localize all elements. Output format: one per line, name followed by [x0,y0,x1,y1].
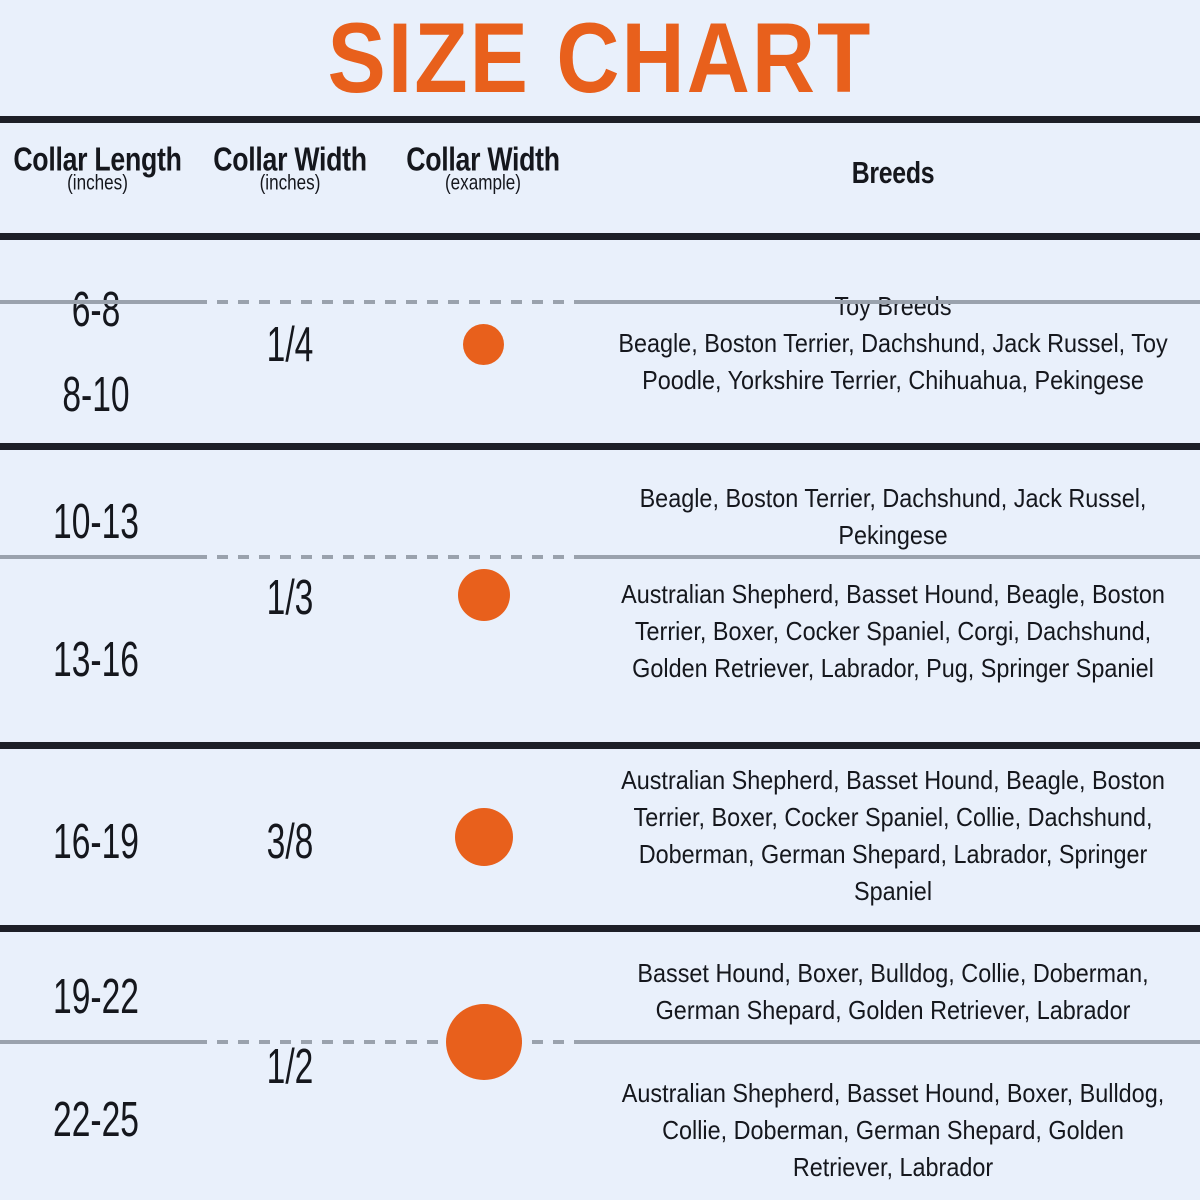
divider-thin-left [0,300,196,304]
header-collar-length: Collar Length (inches) [0,141,195,196]
header-breeds-main: Breeds [851,155,935,191]
cell-collar-length: 10-13 [53,495,139,549]
header-collar-width-inches-main: Collar Width [213,141,367,179]
chart-title-bar: SIZE CHART [0,0,1200,116]
collar-width-dot-quarter [463,324,504,365]
header-collar-length-sub: (inches) [67,172,128,196]
cell-breeds: Beagle, Boston Terrier, Dachshund, Jack … [618,328,1168,395]
divider-thick-top [0,116,1200,123]
header-collar-length-main: Collar Length [13,141,182,179]
divider-thin-right [582,1040,1200,1044]
cell-collar-length: 22-25 [53,1093,139,1147]
divider-thick-header [0,233,1200,240]
cell-collar-width: 1/3 [266,571,314,625]
cell-breeds: Basset Hound, Boxer, Bulldog, Collie, Do… [637,958,1149,1025]
cell-collar-length: 6-8 [71,283,121,337]
header-collar-width-inches-sub: (inches) [259,172,321,196]
row-group-third: 10-13 Beagle, Boston Terrier, Dachshund,… [0,450,1200,740]
collar-width-dot-third [458,569,510,621]
divider-thin-right [582,300,1200,304]
cell-collar-length: 16-19 [53,815,139,869]
divider-thin-dashed [196,1040,582,1044]
collar-width-dot-three-eighths [455,808,513,866]
header-collar-width-example-main: Collar Width [406,141,560,179]
divider-thick-3 [0,925,1200,932]
cell-collar-length: 19-22 [53,970,139,1024]
cell-breeds: Australian Shepherd, Basset Hound, Boxer… [621,1078,1165,1182]
header-breeds: Breeds [586,157,1200,190]
cell-collar-width: 1/2 [266,1040,314,1094]
row-group-quarter: 6-8 Toy Breeds 8-10 1/4 Beagle, Boston T… [0,240,1200,442]
cell-collar-width: 1/4 [266,318,314,372]
divider-thick-1 [0,443,1200,450]
divider-thin-3 [0,1040,1200,1044]
cell-breeds: Australian Shepherd, Basset Hound, Beagl… [621,765,1165,906]
divider-thick-2 [0,742,1200,749]
collar-width-dot-half [446,1004,522,1080]
row-group-half: 19-22 Basset Hound, Boxer, Bulldog, Coll… [0,932,1200,1200]
divider-thin-dashed [196,555,582,559]
table-header: Collar Length (inches) Collar Width (inc… [0,123,1200,233]
divider-thin-right [582,555,1200,559]
header-collar-width-example: Collar Width (example) [385,141,581,196]
page-title: SIZE CHART [327,2,873,114]
divider-thin-1 [0,300,1200,304]
header-collar-width-example-sub: (example) [444,172,522,196]
cell-collar-width: 3/8 [266,815,314,869]
divider-thin-left [0,1040,196,1044]
divider-thin-2 [0,555,1200,559]
cell-breeds: Beagle, Boston Terrier, Dachshund, Jack … [639,483,1147,550]
cell-collar-length: 13-16 [53,633,139,687]
cell-breeds: Toy Breeds [834,291,952,321]
divider-thin-dashed [196,300,582,304]
header-collar-width-inches: Collar Width (inches) [196,141,384,196]
cell-breeds: Australian Shepherd, Basset Hound, Beagl… [621,579,1165,683]
row-group-three-eighths: 16-19 3/8 Australian Shepherd, Basset Ho… [0,749,1200,925]
divider-thin-left [0,555,196,559]
cell-collar-length: 8-10 [62,368,130,422]
